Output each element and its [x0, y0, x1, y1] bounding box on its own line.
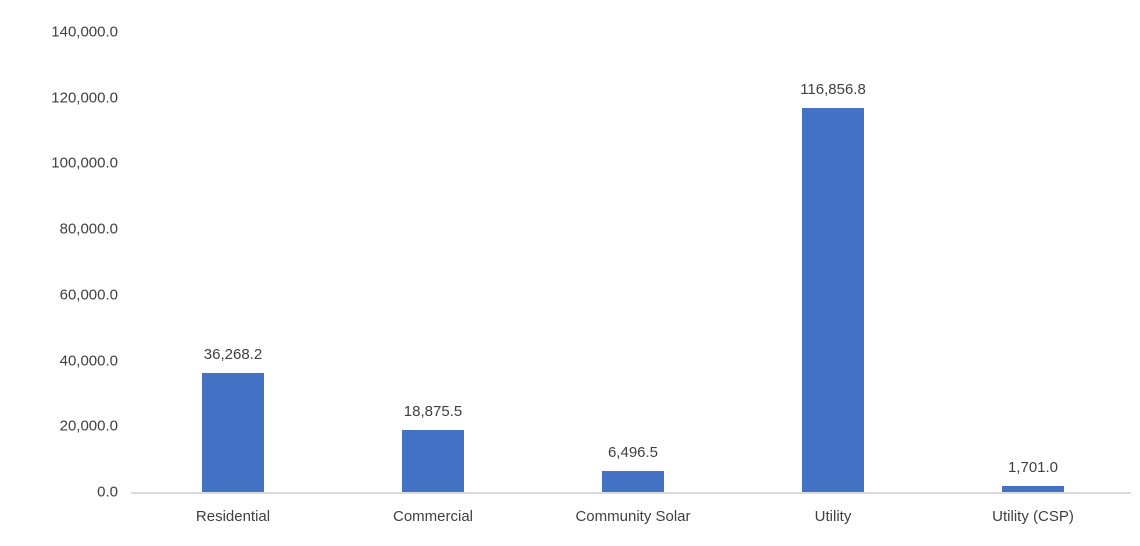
x-axis-category-label: Residential: [195, 508, 271, 525]
x-axis-category-label: Utility: [814, 508, 852, 525]
bar-commercial: [402, 430, 464, 492]
y-axis-tick-label: 40,000.0: [59, 352, 118, 370]
bar-utility: [802, 108, 864, 492]
y-axis-tick-label: 0.0: [97, 483, 118, 501]
bar-value-label: 116,856.8: [800, 81, 866, 98]
y-axis-tick-label: 140,000.0: [51, 23, 118, 41]
x-axis-line: [131, 492, 1131, 494]
y-axis-tick-label: 20,000.0: [59, 417, 118, 435]
y-axis-tick-label: 120,000.0: [51, 89, 118, 107]
bar-residential: [202, 373, 264, 492]
bar-value-label: 6,496.5: [607, 444, 659, 461]
x-axis-category-label: Community Solar: [575, 508, 691, 525]
x-axis-category-label: Commercial: [392, 508, 473, 525]
bar-value-label: 1,701.0: [1007, 459, 1059, 476]
bar-utility-csp: [1002, 486, 1064, 492]
y-axis-tick-label: 80,000.0: [59, 220, 118, 238]
bar-value-label: 18,875.5: [403, 403, 463, 420]
bar-community-solar: [602, 471, 664, 492]
x-axis-category-label: Utility (CSP): [992, 508, 1074, 525]
bar-value-label: 36,268.2: [203, 346, 263, 363]
y-axis-tick-label: 60,000.0: [59, 286, 118, 304]
y-axis-tick-label: 100,000.0: [51, 154, 118, 172]
